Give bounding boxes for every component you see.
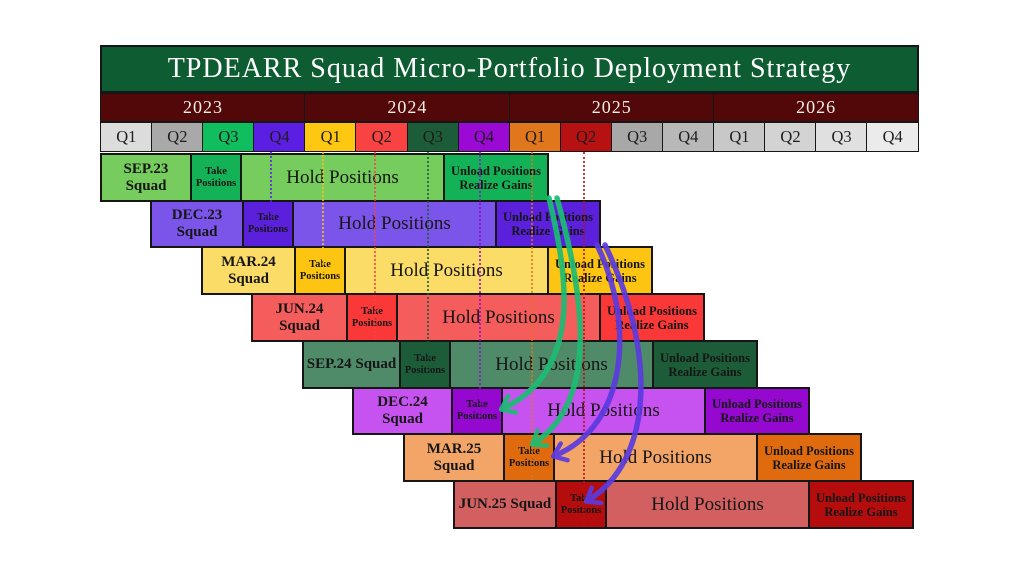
- take-positions-cell: Take Positions: [346, 293, 398, 342]
- quarter-cell: Q4: [253, 122, 306, 152]
- quarter-guide-line: [374, 152, 376, 340]
- take-positions-cell: Take Positions: [503, 433, 555, 482]
- quarter-cell: Q3: [406, 122, 460, 152]
- quarter-guide-line: [583, 152, 585, 527]
- unload-positions-cell: Unload Positions Realize Gains: [704, 387, 810, 435]
- gantt-row-sep24: SEP.24 Squad Take Positions Hold Positio…: [302, 340, 758, 389]
- quarter-guide-line: [322, 152, 324, 293]
- squad-label-cell: SEP.23 Squad: [100, 153, 192, 202]
- quarter-guide-line: [531, 152, 533, 480]
- unload-positions-cell: Unload Positions Realize Gains: [756, 433, 862, 482]
- unload-positions-cell: Unload Positions Realize Gains: [495, 200, 601, 248]
- take-positions-cell: Take Positions: [451, 387, 503, 435]
- squad-label-cell: MAR.24 Squad: [201, 246, 296, 295]
- squad-label-cell: DEC.24 Squad: [352, 387, 453, 435]
- quarter-guide-line: [479, 152, 481, 433]
- squad-label-cell: DEC.23 Squad: [150, 200, 244, 248]
- quarter-cell: Q3: [202, 122, 255, 152]
- unload-positions-cell: Unload Positions Realize Gains: [547, 246, 653, 295]
- squad-label-cell: JUN.25 Squad: [453, 480, 557, 529]
- quarter-cell: Q3: [610, 122, 664, 152]
- page-title: TPDEARR Squad Micro-Portfolio Deployment…: [100, 45, 919, 93]
- quarter-cell: Q1: [508, 122, 562, 152]
- quarter-cell: Q1: [713, 122, 766, 152]
- quarter-cell: Q3: [815, 122, 868, 152]
- take-positions-cell: Take Positions: [399, 340, 451, 389]
- year-cell-2024: 2024: [304, 93, 511, 122]
- year-header-row: 2023 2024 2025 2026: [100, 93, 919, 122]
- quarter-guide-line: [270, 152, 272, 246]
- gantt-row-sep23: SEP.23 Squad Take Positions Hold Positio…: [100, 153, 549, 202]
- quarter-cell: Q4: [662, 122, 715, 152]
- unload-positions-cell: Unload Positions Realize Gains: [599, 293, 705, 342]
- page-title-text: TPDEARR Squad Micro-Portfolio Deployment…: [167, 53, 852, 84]
- hold-positions-cell: Hold Positions: [240, 153, 445, 202]
- quarter-guide-line: [427, 152, 429, 387]
- quarter-cell: Q2: [559, 122, 613, 152]
- take-positions-cell: Take Positions: [294, 246, 346, 295]
- year-cell-2023: 2023: [100, 93, 306, 122]
- year-cell-2025: 2025: [508, 93, 715, 122]
- year-cell-2026: 2026: [713, 93, 919, 122]
- quarter-cell: Q2: [355, 122, 409, 152]
- quarter-cell: Q4: [866, 122, 919, 152]
- quarter-header-row: Q1 Q2 Q3 Q4 Q1 Q2 Q3 Q4 Q1 Q2 Q3 Q4 Q1 Q…: [100, 122, 919, 152]
- unload-positions-cell: Unload Positions Realize Gains: [443, 153, 549, 202]
- take-positions-cell: Take Positions: [555, 480, 607, 529]
- gantt-row-dec24: DEC.24 Squad Take Positions Hold Positio…: [352, 387, 810, 435]
- unload-positions-cell: Unload Positions Realize Gains: [652, 340, 758, 389]
- hold-positions-cell: Hold Positions: [292, 200, 497, 248]
- unload-positions-cell: Unload Positions Realize Gains: [808, 480, 914, 529]
- squad-label-cell: JUN.24 Squad: [251, 293, 348, 342]
- quarter-cell: Q2: [764, 122, 817, 152]
- squad-label-cell: SEP.24 Squad: [302, 340, 401, 389]
- take-positions-cell: Take Positions: [190, 153, 242, 202]
- gantt-row-jun25: JUN.25 Squad Take Positions Hold Positio…: [453, 480, 914, 529]
- quarter-cell: Q1: [100, 122, 153, 152]
- quarter-cell: Q4: [457, 122, 511, 152]
- hold-positions-cell: Hold Positions: [605, 480, 810, 529]
- gantt-row-mar25: MAR.25 Squad Take Positions Hold Positio…: [403, 433, 862, 482]
- gantt-row-jun24: JUN.24 Squad Take Positions Hold Positio…: [251, 293, 705, 342]
- squad-label-cell: MAR.25 Squad: [403, 433, 505, 482]
- quarter-cell: Q1: [304, 122, 357, 152]
- take-positions-cell: Take Positions: [242, 200, 294, 248]
- quarter-cell: Q2: [151, 122, 204, 152]
